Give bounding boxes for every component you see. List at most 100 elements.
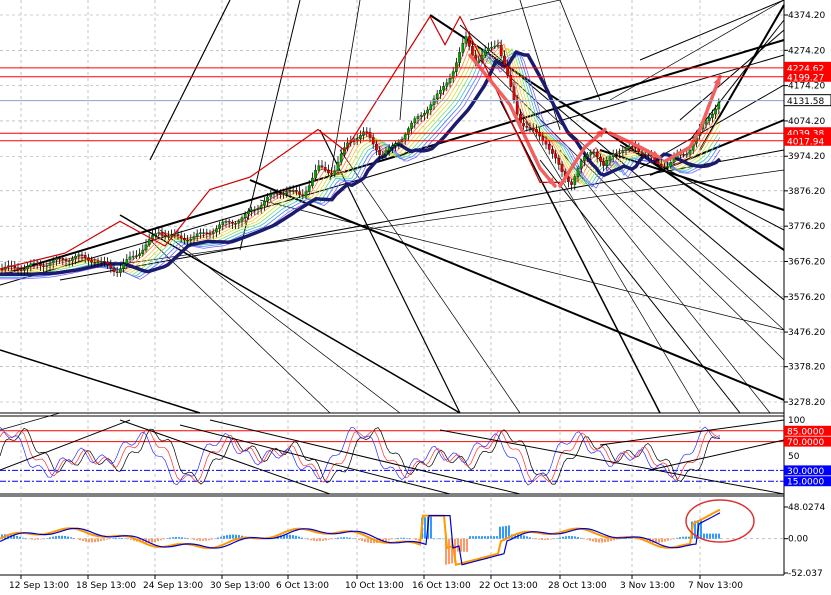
- macd-histogram-bar: [568, 536, 570, 539]
- candle-body: [298, 191, 301, 195]
- price-level-badge: [784, 134, 831, 146]
- x-tick-label: 18 Sep 13:00: [76, 581, 136, 591]
- macd-histogram-bar: [379, 538, 381, 543]
- candle-body: [512, 86, 516, 101]
- macd-histogram-bar: [190, 538, 192, 540]
- arrow-head: [546, 177, 555, 186]
- candle-body: [567, 177, 570, 182]
- macd-histogram-bar: [430, 515, 432, 539]
- candle-body: [413, 118, 417, 124]
- candle-body: [711, 114, 714, 118]
- candle-body: [426, 109, 429, 114]
- macd-histogram-bar: [433, 538, 435, 540]
- macd-histogram-bar: [229, 534, 231, 539]
- candle-body: [471, 46, 474, 56]
- macd-histogram-bar: [109, 538, 111, 540]
- macd-histogram-bar: [592, 538, 594, 542]
- candle-body: [48, 262, 52, 266]
- macd-histogram-bar: [391, 538, 393, 540]
- macd-histogram-bar: [565, 536, 567, 539]
- macd-histogram-bar: [103, 538, 105, 541]
- candle-body: [608, 156, 612, 161]
- macd-histogram-bar: [655, 538, 657, 543]
- candle-body: [685, 154, 689, 156]
- candle-body: [381, 154, 385, 156]
- candle-body: [541, 136, 545, 141]
- candle-body: [96, 261, 100, 263]
- candle-body: [269, 194, 273, 198]
- candle-body: [77, 254, 81, 257]
- zigzag-line: [0, 15, 560, 270]
- macd-histogram-bar: [25, 538, 27, 540]
- x-tick-label: 22 Oct 13:00: [479, 581, 538, 591]
- candle-body: [144, 244, 148, 251]
- candle-body: [496, 45, 500, 47]
- candle-body: [509, 75, 513, 87]
- trend-channel-line: [329, 0, 361, 181]
- macd-histogram-bar: [163, 538, 165, 540]
- macd-histogram-bar: [487, 536, 489, 539]
- candle-body: [243, 213, 247, 218]
- macd-histogram-bar: [28, 538, 30, 540]
- candle-body: [397, 141, 401, 144]
- candle-body: [83, 255, 87, 258]
- macd-histogram-bar: [445, 538, 447, 565]
- macd-histogram-bar: [424, 517, 426, 539]
- trend-channel-line: [0, 39, 785, 276]
- candle-body: [311, 177, 314, 186]
- macd-histogram-bar: [157, 538, 159, 542]
- candle-body: [131, 255, 135, 258]
- macd-histogram-bar: [373, 538, 375, 544]
- macd-histogram-bar: [73, 538, 75, 539]
- macd-histogram-bar: [451, 538, 453, 564]
- macd-histogram-bar: [409, 538, 411, 540]
- y-tick-label: 4074.20: [788, 117, 825, 127]
- candle-body: [333, 170, 337, 175]
- macd-histogram-bar: [91, 538, 93, 543]
- macd-histogram-bar: [571, 536, 573, 539]
- macd-histogram-bar: [286, 534, 288, 539]
- macd-histogram-bar: [670, 538, 672, 540]
- macd-histogram-bar: [193, 538, 195, 540]
- candle-body: [227, 221, 231, 223]
- trend-channel-line: [159, 229, 401, 414]
- candle-body: [160, 232, 164, 236]
- macd-histogram-bar: [475, 536, 477, 539]
- macd-histogram-bar: [127, 538, 129, 540]
- macd-histogram-bar: [406, 538, 408, 539]
- macd-histogram-bar: [106, 538, 108, 540]
- candle-body: [282, 193, 285, 195]
- macd-histogram-bar: [232, 534, 234, 539]
- trend-channel-line: [699, 4, 785, 151]
- macd-histogram-bar: [37, 538, 39, 540]
- candle-body: [314, 170, 317, 179]
- macd-histogram-bar: [7, 534, 9, 539]
- candle-body: [656, 160, 660, 165]
- macd-histogram-bar: [400, 537, 402, 539]
- macd-histogram-bar: [34, 538, 36, 540]
- macd-histogram-bar: [439, 538, 441, 540]
- macd-histogram-bar: [625, 537, 627, 539]
- candle-body: [560, 164, 564, 172]
- candle-body: [154, 233, 157, 236]
- candle-body: [640, 151, 644, 155]
- candle-body: [211, 231, 215, 234]
- y-tick-label: 4374.20: [788, 11, 825, 21]
- macd-histogram-bar: [325, 538, 327, 541]
- price-level-label: 4017.94: [787, 137, 824, 147]
- macd-histogram-bar: [550, 538, 552, 540]
- candle-body: [531, 128, 535, 130]
- candle-body: [611, 153, 615, 157]
- price-level-label: 4131.58: [787, 97, 824, 107]
- candle-body: [125, 259, 129, 264]
- candle-body: [589, 152, 593, 155]
- macd-histogram-bar: [112, 538, 114, 539]
- candle-body: [643, 154, 647, 156]
- macd-histogram-bar: [607, 538, 609, 542]
- macd-histogram-bar: [574, 536, 576, 539]
- macd-histogram-bar: [16, 535, 18, 539]
- candle-body: [586, 154, 589, 157]
- candle-body: [179, 235, 183, 239]
